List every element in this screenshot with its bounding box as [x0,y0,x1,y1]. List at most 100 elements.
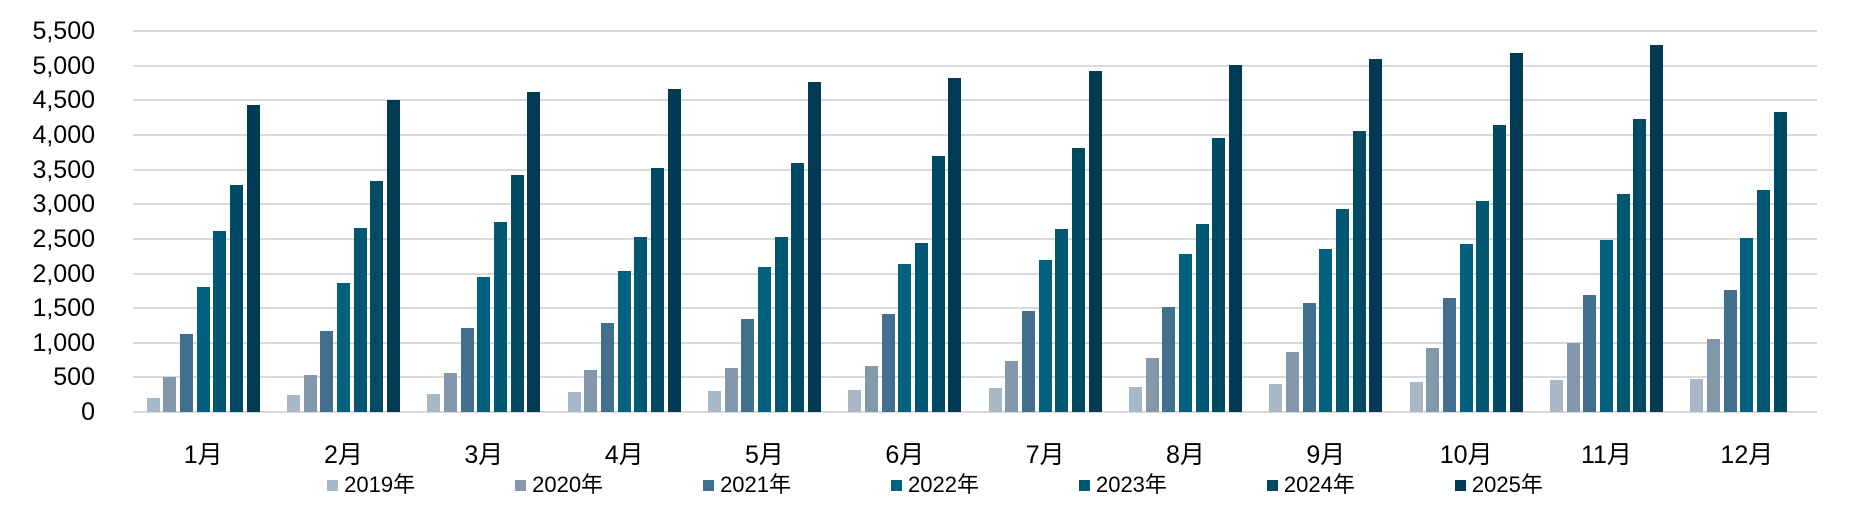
legend-item-2022年: 2022年 [891,472,979,498]
bar-2020年-9月 [1285,352,1299,412]
bar-2021年-10月 [1442,298,1456,412]
bar-2023年-8月 [1195,223,1209,412]
bar-2022年-1月 [196,286,210,412]
bar-2019年-4月 [567,391,581,412]
bar-2019年-1月 [146,397,160,412]
bar-2022年-2月 [336,283,350,412]
bar-2023年-7月 [1055,229,1069,412]
bar-2025年-10月 [1509,52,1523,412]
x-axis-label: 3月 [464,441,504,469]
legend-marker-icon [703,479,715,491]
legend-marker-icon [891,479,903,491]
bar-2023年-11月 [1616,193,1630,412]
legend-item-2025年: 2025年 [1454,472,1543,498]
legend-marker-icon [327,479,339,491]
bar-group-2 [273,31,413,412]
bar-2022年-4月 [617,271,631,412]
y-axis-tick-label: 3,500 [32,155,95,184]
bar-2024年-10月 [1493,125,1507,412]
bar-2021年-9月 [1302,303,1316,412]
bar-2021年-4月 [600,322,614,412]
gridline [133,203,1817,206]
gridline [133,64,1817,67]
bar-2025年-7月 [1088,71,1102,412]
legend-marker-icon [1454,479,1466,491]
bar-2019年-12月 [1690,379,1704,412]
bar-2022年-12月 [1740,238,1754,412]
bar-2020年-12月 [1706,338,1720,412]
bar-2022年-6月 [898,263,912,412]
legend-item-2024年: 2024年 [1266,472,1355,498]
bar-2025年-8月 [1229,64,1242,412]
bar-2023年-5月 [774,236,788,412]
x-axis-label: 7月 [1025,441,1065,469]
y-axis-tick-label: 3,000 [32,190,95,219]
bar-group-4 [554,31,694,412]
x-axis-label: 11月 [1580,441,1632,469]
bar-2021年-5月 [741,318,755,412]
x-axis-label: 6月 [885,441,925,469]
gridline [133,133,1817,136]
bar-2023年-6月 [915,243,929,412]
bar-2024年-12月 [1773,112,1787,412]
legend-label: 2021年 [720,472,792,497]
bar-2023年-10月 [1476,200,1490,412]
bar-2024年-11月 [1633,119,1647,412]
gridline [133,99,1817,102]
bar-2021年-6月 [881,314,895,412]
bar-2020年-7月 [1005,361,1019,412]
bar-2022年-5月 [757,267,771,412]
bar-2023年-3月 [494,222,508,412]
bar-2025年-5月 [808,82,821,412]
bar-2020年-2月 [303,375,317,412]
bar-2019年-5月 [707,391,721,412]
bar-2023年-4月 [634,237,648,412]
x-axis-label: 8月 [1165,441,1205,469]
y-axis-tick-label: 500 [53,363,95,392]
x-axis-label: 9月 [1306,441,1346,469]
bar-2020年-3月 [443,373,457,412]
bar-2020年-5月 [724,368,738,412]
bar-2020年-8月 [1145,358,1159,412]
bar-2020年-6月 [864,365,878,412]
bar-2022年-8月 [1178,254,1192,412]
bar-2021年-11月 [1583,294,1597,412]
x-axis-label: 10月 [1439,441,1493,469]
bar-group-1 [133,31,273,412]
legend-label: 2023年 [1095,472,1167,497]
bar-2020年-4月 [584,370,598,412]
bar-2023年-2月 [353,228,367,412]
legend-marker-icon [1266,479,1278,491]
bar-2020年-10月 [1426,347,1440,412]
bar-2024年-2月 [370,180,384,412]
bar-group-8 [1115,31,1255,412]
bar-2024年-8月 [1212,137,1226,412]
bar-2024年-5月 [791,162,805,412]
bar-2022年-3月 [477,276,491,412]
x-axis-label: 5月 [744,441,784,469]
bar-2022年-10月 [1459,244,1473,412]
bar-2023年-1月 [213,230,227,412]
legend-item-2023年: 2023年 [1078,472,1167,498]
gridline [133,30,1817,32]
bar-group-7 [975,31,1115,412]
legend-marker-icon [1078,479,1090,491]
gridline [133,341,1817,344]
bar-2022年-11月 [1599,240,1613,412]
bar-2025年-2月 [387,100,400,412]
y-axis-tick-label: 1,500 [32,294,95,323]
bar-group-3 [414,31,554,412]
bar-2019年-2月 [286,394,300,412]
bar-2025年-1月 [246,105,260,412]
bar-group-6 [835,31,975,412]
y-axis-tick-label: 4,000 [32,120,95,149]
gridline [133,168,1817,171]
bar-2019年-11月 [1549,380,1563,412]
bar-2022年-7月 [1038,259,1052,412]
bar-2019年-6月 [848,389,862,412]
bar-2019年-9月 [1269,384,1283,412]
legend-item-2020年: 2020年 [515,472,603,498]
bar-2021年-7月 [1021,310,1035,412]
bar-2023年-12月 [1757,190,1771,412]
